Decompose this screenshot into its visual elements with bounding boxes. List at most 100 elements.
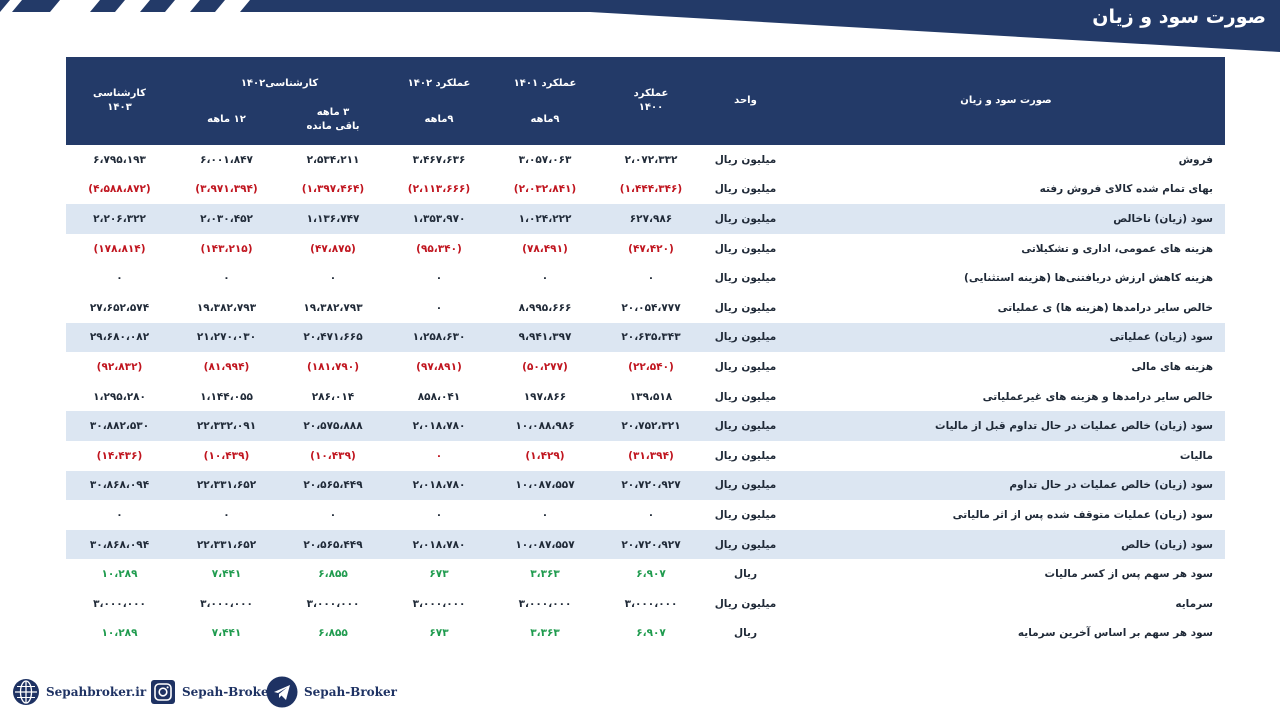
row-value: ۳۰،۸۶۸،۰۹۴ <box>66 470 173 501</box>
row-label: هزینه های عمومی، اداری و تشکیلاتی <box>1021 242 1213 255</box>
row-value: (۴۷،۴۲۰) <box>628 242 674 255</box>
row-value: ۰ <box>435 449 443 462</box>
row-unit: میلیون ریال <box>704 322 787 353</box>
table-row: هزینه های مالی میلیون ریال (۲۲،۵۴۰) (۵۰،۲۷۷… <box>66 352 1225 382</box>
row-value: (۴۷،۸۷۵) <box>310 242 356 255</box>
row-label: خالص سایر درامدها و هزینه های غیرعملیاتی <box>982 390 1213 403</box>
table-row: سود (زیان) عملیاتی میلیون ریال ۲۰،۶۳۵،۳۴۳ ۹… <box>66 322 1225 353</box>
row-value: ۲،۰۱۸،۷۸۰ <box>386 411 492 441</box>
row-value: ۳،۰۰۰،۰۰۰ <box>518 597 572 610</box>
row-unit: ریال <box>733 627 758 640</box>
row-value: ۲۰،۶۳۵،۳۴۳ <box>598 322 704 353</box>
income-statement-table-wrap: صورت سود و زیان واحد عملکرد ۱۴۰۰ عملکرد … <box>66 57 1225 648</box>
header-sub-1401: ۹ماهه <box>492 95 598 145</box>
row-value: (۳،۹۷۱،۳۹۴) <box>195 183 258 196</box>
row-value: ۰ <box>647 272 655 285</box>
footer: Sepahbroker.ir Sepah-Broker Sepah-Broker <box>0 670 420 720</box>
row-unit: میلیون ریال <box>714 301 777 314</box>
footer-telegram[interactable]: Sepah-Broker <box>266 676 397 708</box>
row-value: ۶۷۳ <box>429 568 449 581</box>
row-value: ۲۲،۳۳۲،۰۹۱ <box>173 411 280 441</box>
table-row: مالیات میلیون ریال (۳۱،۳۹۴) (۱،۴۲۹) ۰ (۱۰،۴۳۹… <box>66 441 1225 471</box>
row-value: ۳،۰۵۷،۰۶۳ <box>518 153 572 166</box>
row-value: (۹۵،۳۴۰) <box>416 242 462 255</box>
row-value: ۲۹،۶۸۰،۰۸۲ <box>66 322 173 353</box>
row-unit: میلیون ریال <box>714 390 777 403</box>
row-value: ۰ <box>329 272 337 285</box>
row-value: (۲،۱۱۳،۶۶۶) <box>407 183 471 196</box>
row-unit: میلیون ریال <box>704 411 787 441</box>
table-row: خالص سایر درامدها (هزینه ها) ی عملیاتی می… <box>66 293 1225 323</box>
row-value: ۱۰،۲۸۹ <box>101 568 138 581</box>
table-row: هزینه های عمومی، اداری و تشکیلاتی میلیون … <box>66 234 1225 264</box>
row-value: ۲۰،۵۶۵،۴۴۹ <box>280 470 386 501</box>
row-unit: میلیون ریال <box>714 183 777 196</box>
footer-instagram-text: Sepah-Broker <box>182 685 275 699</box>
instagram-icon <box>151 680 175 704</box>
row-value: ۱،۳۵۳،۹۷۰ <box>386 204 492 234</box>
table-row: سود (زیان) خالص میلیون ریال ۲۰،۷۲۰،۹۲۷ ۱۰،۰… <box>66 529 1225 560</box>
row-value: ۱،۲۵۸،۶۳۰ <box>386 322 492 353</box>
footer-website[interactable]: Sepahbroker.ir <box>12 678 146 706</box>
row-value: ۲،۰۷۲،۳۳۲ <box>624 153 678 166</box>
row-value: (۱،۳۹۷،۴۶۴) <box>301 183 365 196</box>
row-value: ۱۰،۰۸۷،۵۵۷ <box>492 529 598 560</box>
table-row: سود (زیان) خالص عملیات در حال تداوم قبل … <box>66 411 1225 441</box>
row-label: سود هر سهم بر اساس آخرین سرمایه <box>1017 627 1213 640</box>
row-value: ۲۰،۰۵۴،۷۷۷ <box>621 301 681 314</box>
header-sub-1402b-line1: ۳ ماهه <box>316 107 350 118</box>
row-value: (۲،۰۳۲،۸۴۱) <box>513 183 577 196</box>
header-group-1402b: کارشناسی۱۴۰۲ <box>173 57 386 95</box>
row-value: ۲،۰۱۸،۷۸۰ <box>386 529 492 560</box>
row-value: ۳۰،۸۶۸،۰۹۴ <box>66 529 173 560</box>
header-label-col: صورت سود و زیان <box>787 57 1225 145</box>
table-row: سود هر سهم بر اساس آخرین سرمایه ریال ۶،۹۰۷… <box>66 619 1225 649</box>
row-unit: میلیون ریال <box>714 272 777 285</box>
row-value: ۶،۸۵۵ <box>318 568 348 581</box>
table-row: هزینه کاهش ارزش دریافتنی‌ها (هزینه استثن… <box>66 263 1225 293</box>
row-value: ۶،۹۰۷ <box>636 627 666 640</box>
row-unit: میلیون ریال <box>714 449 777 462</box>
row-value: (۱۴۳،۲۱۵) <box>200 242 253 255</box>
globe-icon <box>13 679 39 705</box>
telegram-icon <box>266 676 298 708</box>
row-value: ۲۰،۷۵۲،۳۲۱ <box>598 411 704 441</box>
row-value: ۲۱،۲۷۰،۰۳۰ <box>173 322 280 353</box>
header-group-1402a: عملکرد ۱۴۰۲ <box>386 57 492 95</box>
row-value: ۶،۸۵۵ <box>318 627 348 640</box>
footer-instagram[interactable]: Sepah-Broker <box>150 678 275 706</box>
row-value: (۱،۴۴۴،۳۴۶) <box>619 183 683 196</box>
row-value: ۳،۳۶۳ <box>530 568 560 581</box>
row-value: ۲۲،۳۳۱،۶۵۲ <box>173 470 280 501</box>
row-value: (۳۱،۳۹۴) <box>628 449 674 462</box>
row-value: ۰ <box>435 301 443 314</box>
row-value: ۱،۱۴۴،۰۵۵ <box>200 390 253 403</box>
row-value: (۱۸۱،۷۹۰) <box>306 360 360 373</box>
header-col-1403-line2: ۱۴۰۳ <box>107 102 132 113</box>
row-value: ۲۰،۵۷۵،۸۸۸ <box>280 411 386 441</box>
row-value: ۲۰،۷۲۰،۹۲۷ <box>598 529 704 560</box>
row-value: ۶۲۷،۹۸۶ <box>598 204 704 234</box>
row-value: ۰ <box>116 272 123 285</box>
row-value: ۱،۱۳۶،۷۴۷ <box>280 204 386 234</box>
row-value: ۳،۰۰۰،۰۰۰ <box>200 597 253 610</box>
row-value: ۱۰،۰۸۸،۹۸۶ <box>492 411 598 441</box>
table-row: سود (زیان) خالص عملیات در حال تداوم میلیو… <box>66 470 1225 501</box>
row-unit: میلیون ریال <box>714 360 777 373</box>
row-value: ۱،۲۹۵،۲۸۰ <box>93 390 146 403</box>
row-value: ۳،۰۰۰،۰۰۰ <box>412 597 466 610</box>
page-title: صورت سود و زیان <box>1092 6 1266 28</box>
row-value: ۰ <box>647 508 655 521</box>
row-value: ۲۰،۵۶۵،۴۴۹ <box>280 529 386 560</box>
row-value: ۰ <box>435 272 443 285</box>
income-statement-table: صورت سود و زیان واحد عملکرد ۱۴۰۰ عملکرد … <box>66 57 1225 648</box>
row-value: ۱۳۹،۵۱۸ <box>629 390 673 403</box>
table-row: سود (زیان) عملیات متوقف شده پس از اثر ما… <box>66 500 1225 530</box>
row-value: ۱۹،۳۸۲،۷۹۳ <box>303 301 363 314</box>
row-value: ۱۹،۳۸۲،۷۹۳ <box>196 301 257 314</box>
table-row: فروش میلیون ریال ۲،۰۷۲،۳۳۲ ۳،۰۵۷،۰۶۳ ۳،۴۶۷،۶… <box>66 145 1225 175</box>
header-col-1403-line1: کارشناسی <box>93 88 146 99</box>
row-label: سود هر سهم پس از کسر مالیات <box>1044 568 1213 581</box>
row-value: ۳،۰۰۰،۰۰۰ <box>93 597 146 610</box>
row-value: ۰ <box>329 508 337 521</box>
